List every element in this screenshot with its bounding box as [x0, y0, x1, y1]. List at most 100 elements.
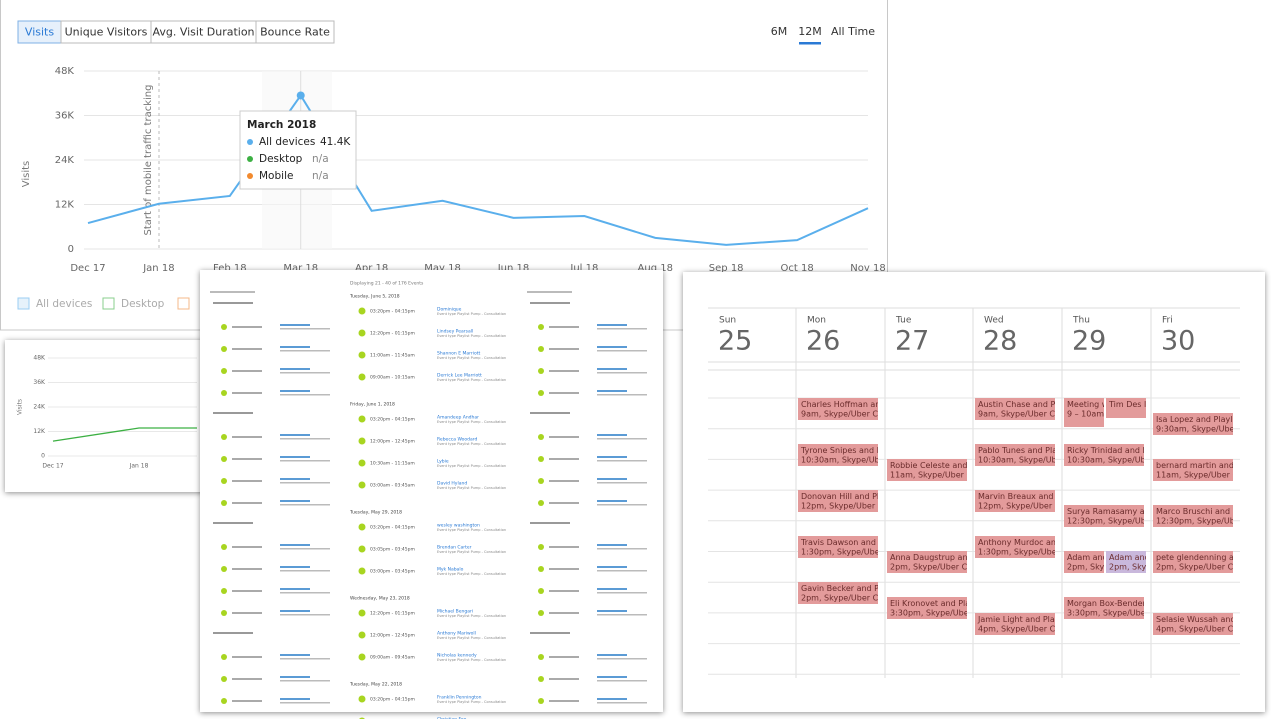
type-placeholder: [597, 504, 647, 506]
event-name[interactable]: Rebecca Woodard: [437, 437, 478, 443]
event-block[interactable]: [1064, 398, 1104, 427]
panel: [5, 340, 205, 492]
event-block[interactable]: [1106, 398, 1146, 418]
event-block[interactable]: [1153, 505, 1233, 527]
event-name[interactable]: Dominique: [437, 307, 462, 313]
event-name[interactable]: Lybie: [437, 459, 449, 465]
event-name[interactable]: wesley washington: [437, 523, 480, 529]
legend-label[interactable]: All devices: [36, 298, 92, 310]
event-name[interactable]: Michael Bengari: [437, 609, 473, 615]
status-dot: [358, 695, 366, 703]
event-block[interactable]: [975, 536, 1055, 558]
event-block[interactable]: [798, 582, 878, 604]
x-tick-label: Feb 18: [213, 263, 247, 274]
calendar-event[interactable]: Tim Des l: [1106, 398, 1146, 418]
date-placeholder: [213, 302, 253, 304]
legend-checkbox[interactable]: [102, 297, 115, 310]
event-name[interactable]: Derrick Lee Marriott: [437, 373, 482, 379]
calendar-event[interactable]: Morgan Box-Bender a3:30pm, Skype/Uber C: [1064, 597, 1157, 619]
tooltip-value: 41.4K: [320, 136, 351, 148]
event-block[interactable]: [798, 490, 878, 512]
event-block[interactable]: [975, 613, 1055, 635]
event-block[interactable]: [975, 398, 1055, 420]
event-name[interactable]: Myk Nabalo: [437, 567, 464, 573]
legend-label[interactable]: Desktop: [121, 298, 165, 310]
event-block[interactable]: [798, 398, 878, 420]
range-option[interactable]: 12M: [798, 25, 822, 38]
event-name[interactable]: David Hyland: [437, 481, 467, 487]
name-placeholder: [597, 456, 627, 458]
event-name[interactable]: Nicholas kennedy: [437, 653, 477, 659]
event-block[interactable]: [975, 490, 1055, 512]
event-block[interactable]: [887, 597, 967, 619]
event-block[interactable]: [798, 444, 878, 466]
type-placeholder: [597, 658, 647, 660]
tab-label[interactable]: Bounce Rate: [260, 26, 330, 39]
name-placeholder: [597, 588, 627, 590]
status-dot: [358, 545, 366, 553]
time-placeholder: [549, 568, 579, 570]
calendar-event[interactable]: Meeting w9 – 10am: [1064, 398, 1109, 427]
tab-label[interactable]: Avg. Visit Duration: [152, 26, 254, 39]
tab-label[interactable]: Visits: [25, 26, 54, 39]
event-block[interactable]: [1064, 505, 1144, 527]
time-placeholder: [232, 700, 262, 702]
range-option[interactable]: 6M: [771, 25, 788, 38]
event-block[interactable]: [887, 459, 967, 481]
event-block[interactable]: [887, 551, 967, 573]
event-block[interactable]: [1153, 413, 1233, 435]
calendar-event[interactable]: Anthony Murdoc and P1:30pm, Skype/Uber C: [975, 536, 1069, 558]
tab-label[interactable]: Unique Visitors: [65, 26, 148, 39]
time-placeholder: [232, 348, 262, 350]
event-block[interactable]: [1153, 551, 1233, 573]
event-time: 9 – 10am: [1067, 410, 1104, 419]
event-block[interactable]: [798, 536, 878, 558]
event-block[interactable]: [1064, 444, 1144, 466]
legend-checkbox[interactable]: [17, 297, 30, 310]
event-block[interactable]: [1064, 551, 1104, 573]
event-name[interactable]: Brendan Carter: [437, 545, 472, 551]
x-tick-label: Sep 18: [709, 263, 744, 274]
event-block[interactable]: [975, 444, 1055, 466]
event-name[interactable]: Amandeep Andhar: [437, 415, 479, 421]
name-placeholder: [280, 500, 310, 502]
status-dot: [538, 610, 544, 616]
legend-checkbox[interactable]: [177, 297, 190, 310]
event-block[interactable]: [1153, 613, 1233, 635]
event-block[interactable]: [1153, 459, 1233, 481]
event-time: 2pm, Skype/: [1067, 563, 1117, 572]
range-option[interactable]: All Time: [831, 25, 875, 38]
event-name[interactable]: Christian Foo: [437, 717, 467, 719]
tab[interactable]: [255, 20, 335, 44]
y-tick-label: 24K: [55, 155, 75, 166]
event-name[interactable]: Lindsey Pearsall: [437, 329, 473, 335]
event-block[interactable]: [1064, 597, 1144, 619]
event-title: Marvin Breaux and Pla: [978, 492, 1068, 501]
event-name[interactable]: Anthony Mariwoll: [437, 631, 476, 637]
event-time: 10:30am, Skype/Uber: [801, 456, 889, 465]
event-name[interactable]: Shannon E Marriott: [437, 351, 481, 357]
event-block[interactable]: [1106, 551, 1146, 573]
event-name[interactable]: Franklin Pennington: [437, 695, 482, 701]
